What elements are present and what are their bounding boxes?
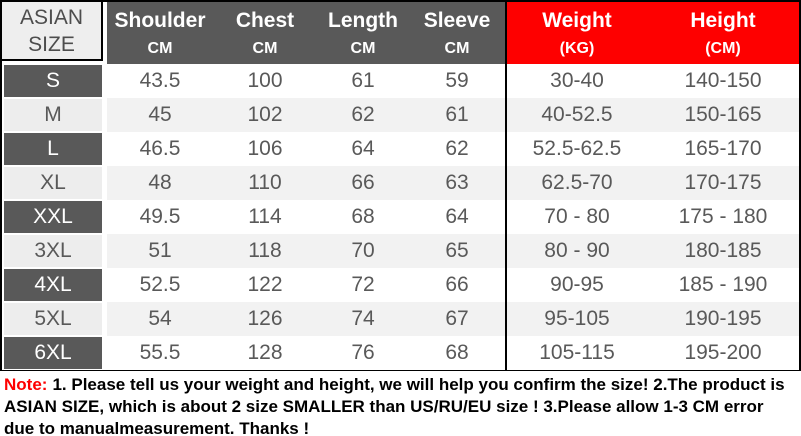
cell-height: 185 - 190	[647, 268, 799, 302]
cell-length: 74	[317, 302, 409, 336]
column-header-chest: Chest CM	[213, 2, 317, 64]
size-cell: S	[4, 65, 102, 97]
cell-chest: 110	[213, 166, 317, 200]
cell-weight: 40-52.5	[505, 98, 647, 132]
cell-height: 190-195	[647, 302, 799, 336]
cell-weight: 70 - 80	[505, 200, 647, 234]
column-header-unit: CM	[147, 39, 173, 57]
cell-height: 165-170	[647, 132, 799, 166]
cell-shoulder: 45	[107, 98, 213, 132]
size-column-header-line1: ASIAN	[19, 5, 84, 29]
cell-shoulder: 43.5	[107, 64, 213, 98]
cell-sleeve: 63	[409, 166, 505, 200]
column-header-weight: Weight (KG)	[505, 2, 647, 64]
cell-length: 68	[317, 200, 409, 234]
column-header-unit: (KG)	[559, 39, 595, 57]
size-cell: 3XL	[4, 235, 102, 267]
cell-length: 64	[317, 132, 409, 166]
cell-chest: 100	[213, 64, 317, 98]
column-header-sleeve: Sleeve CM	[409, 2, 505, 64]
cell-shoulder: 51	[107, 234, 213, 268]
size-column-header-line2: SIZE	[28, 32, 75, 56]
cell-height: 170-175	[647, 166, 799, 200]
size-cell: XL	[4, 167, 102, 199]
cell-weight: 80 - 90	[505, 234, 647, 268]
column-header-unit: CM	[350, 39, 376, 57]
cell-chest: 118	[213, 234, 317, 268]
cell-length: 62	[317, 98, 409, 132]
cell-chest: 128	[213, 336, 317, 370]
size-note: Note: 1. Please tell us your weight and h…	[0, 371, 801, 436]
column-header-label: Height	[690, 8, 756, 32]
size-column-header: ASIAN SIZE	[2, 2, 103, 61]
size-cell: L	[4, 133, 102, 165]
column-header-height: Height (CM)	[647, 2, 799, 64]
cell-height: 175 - 180	[647, 200, 799, 234]
column-header-label: Shoulder	[114, 8, 206, 32]
cell-height: 180-185	[647, 234, 799, 268]
cell-shoulder: 55.5	[107, 336, 213, 370]
cell-height: 195-200	[647, 336, 799, 370]
size-cell: XXL	[4, 201, 102, 233]
cell-chest: 122	[213, 268, 317, 302]
cell-weight: 62.5-70	[505, 166, 647, 200]
cell-sleeve: 66	[409, 268, 505, 302]
size-cell: 4XL	[4, 269, 102, 301]
cell-weight: 52.5-62.5	[505, 132, 647, 166]
cell-weight: 30-40	[505, 64, 647, 98]
column-header-unit: CM	[252, 39, 278, 57]
size-cell: M	[4, 99, 102, 131]
note-text: 1. Please tell us your weight and height…	[4, 375, 785, 436]
column-header-shoulder: Shoulder CM	[107, 2, 213, 64]
cell-sleeve: 62	[409, 132, 505, 166]
cell-sleeve: 59	[409, 64, 505, 98]
cell-shoulder: 52.5	[107, 268, 213, 302]
cell-length: 76	[317, 336, 409, 370]
column-header-label: Weight	[542, 8, 612, 32]
column-header-length: Length CM	[317, 2, 409, 64]
cell-chest: 106	[213, 132, 317, 166]
cell-height: 150-165	[647, 98, 799, 132]
cell-length: 66	[317, 166, 409, 200]
column-header-label: Length	[328, 8, 398, 32]
size-cell: 6XL	[4, 337, 102, 369]
cell-sleeve: 64	[409, 200, 505, 234]
cell-chest: 114	[213, 200, 317, 234]
cell-weight: 90-95	[505, 268, 647, 302]
size-chart-table: ASIAN SIZE Shoulder CM Chest CM Length CM Slee…	[0, 0, 801, 371]
cell-length: 61	[317, 64, 409, 98]
cell-length: 72	[317, 268, 409, 302]
cell-weight: 105-115	[505, 336, 647, 370]
cell-sleeve: 67	[409, 302, 505, 336]
cell-height: 140-150	[647, 64, 799, 98]
size-cell: 5XL	[4, 303, 102, 335]
column-header-unit: (CM)	[705, 39, 741, 57]
note-prefix-label: Note:	[4, 375, 48, 394]
cell-chest: 102	[213, 98, 317, 132]
cell-shoulder: 46.5	[107, 132, 213, 166]
cell-weight: 95-105	[505, 302, 647, 336]
column-header-unit: CM	[444, 39, 470, 57]
cell-sleeve: 68	[409, 336, 505, 370]
column-header-label: Sleeve	[423, 8, 491, 32]
cell-shoulder: 48	[107, 166, 213, 200]
cell-length: 70	[317, 234, 409, 268]
cell-sleeve: 65	[409, 234, 505, 268]
cell-sleeve: 61	[409, 98, 505, 132]
column-header-label: Chest	[235, 8, 295, 32]
cell-shoulder: 49.5	[107, 200, 213, 234]
cell-shoulder: 54	[107, 302, 213, 336]
cell-chest: 126	[213, 302, 317, 336]
